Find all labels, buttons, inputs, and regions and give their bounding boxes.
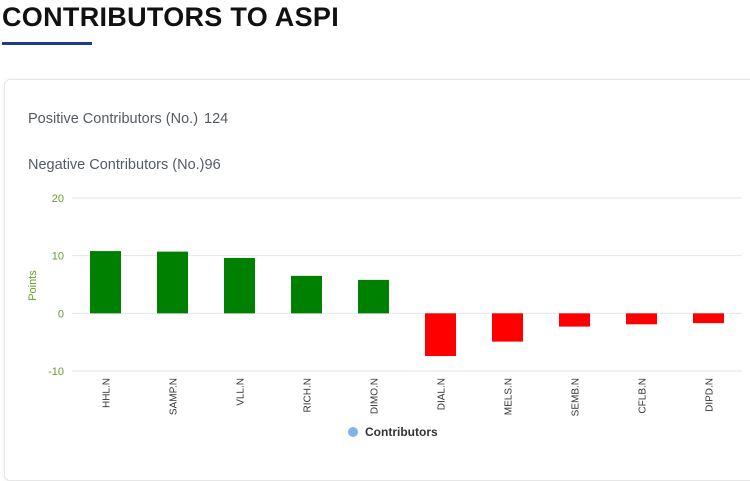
x-tick-label: HHL.N (102, 378, 113, 408)
y-tick-label: 20 (52, 193, 64, 205)
bar-dipd-n[interactable] (693, 313, 724, 324)
bar-cflb-n[interactable] (626, 313, 657, 325)
x-tick-label: DIMO.N (370, 378, 381, 414)
bar-hhl-n[interactable] (90, 251, 121, 314)
bar-mels-n[interactable] (492, 313, 523, 342)
legend-label[interactable]: Contributors (365, 425, 438, 439)
positive-contributors-label: Positive Contributors (No.) (28, 111, 199, 127)
page-title: CONTRIBUTORS TO ASPI (2, 2, 340, 32)
x-tick-label: DIAL.N (437, 378, 448, 410)
bar-semb-n[interactable] (559, 313, 590, 327)
x-tick-label: MELS.N (504, 378, 515, 415)
positive-contributors-stat: Positive Contributors (No.) 124 (28, 111, 228, 127)
bar-rich-n[interactable] (291, 275, 322, 314)
x-tick-label: VLL.N (236, 378, 247, 406)
x-tick-label: CFLB.N (638, 378, 649, 414)
y-axis-title: Points (27, 270, 39, 301)
x-tick-label: RICH.N (303, 378, 314, 412)
contributors-chart: -10 0 10 20 Points HHL.N SAMP.N VLL.N RICH.N DIMO… (27, 193, 742, 439)
negative-contributors-stat: Negative Contributors (No.)96 (28, 157, 221, 173)
y-tick-label: 10 (52, 251, 64, 263)
positive-contributors-value: 124 (204, 111, 229, 127)
negative-contributors-value: 96 (204, 157, 221, 173)
x-tick-label: DIPD.N (705, 378, 716, 412)
bar-dial-n[interactable] (425, 313, 456, 357)
y-tick-label: 0 (58, 308, 64, 320)
bar-samp-n[interactable] (157, 251, 188, 314)
bar-vll-n[interactable] (224, 257, 255, 314)
negative-contributors-label: Negative Contributors (No.) (28, 157, 205, 173)
legend-marker[interactable] (348, 427, 358, 437)
x-tick-label: SAMP.N (169, 378, 180, 415)
y-tick-label: -10 (48, 366, 64, 378)
bar-dimo-n[interactable] (358, 279, 389, 314)
title-underline (2, 42, 92, 45)
x-tick-label: SEMB.N (571, 378, 582, 416)
